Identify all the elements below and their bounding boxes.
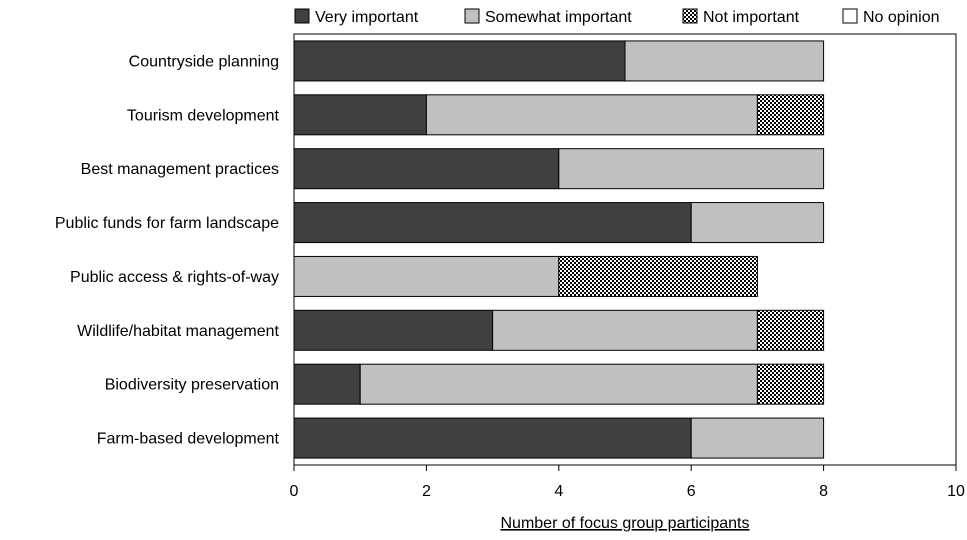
legend-label-somewhat-important: Somewhat important [485, 9, 632, 26]
legend-swatch-no-opinion [842, 8, 858, 24]
bar-public-funds-for-farm-landscape-very-important [293, 202, 692, 244]
legend-swatch-somewhat-important [464, 8, 480, 24]
bar-biodiversity-preservation-somewhat-important [359, 363, 758, 405]
bar-wildlife-habitat-management-very-important [293, 309, 494, 351]
bar-countryside-planning-very-important [293, 40, 626, 82]
legend-swatch-not-important [682, 8, 698, 24]
legend-label-not-important: Not important [703, 9, 800, 26]
bar-farm-based-development-very-important [293, 417, 692, 459]
x-tick-label: 4 [554, 483, 563, 500]
bar-biodiversity-preservation-very-important [293, 363, 361, 405]
bar-farm-based-development-somewhat-important [690, 417, 825, 459]
bar-tourism-development-somewhat-important [425, 94, 758, 136]
bar-public-funds-for-farm-landscape-somewhat-important [690, 202, 825, 244]
bar-best-management-practices-somewhat-important [558, 148, 825, 190]
bar-tourism-development-very-important [293, 94, 427, 136]
legend: Very important Somewhat important Not impo… [294, 8, 940, 26]
bar-public-access-rights-of-way-not-important [558, 255, 758, 297]
x-tick-label: 6 [687, 483, 696, 500]
bar-best-management-practices-very-important [293, 148, 560, 190]
x-tick-label: 0 [290, 483, 299, 500]
category-label: Tourism development [127, 107, 280, 124]
plot-area [293, 33, 957, 466]
category-label: Wildlife/habitat management [77, 323, 279, 340]
bar-biodiversity-preservation-not-important [756, 363, 825, 405]
legend-label-no-opinion: No opinion [863, 9, 940, 26]
category-label: Public access & rights-of-way [70, 269, 279, 286]
x-tick-label: 10 [947, 483, 965, 500]
category-labels: Countryside planning Tourism development B… [55, 53, 280, 447]
category-label: Public funds for farm landscape [55, 215, 279, 232]
legend-swatch-very-important [294, 8, 310, 24]
category-label: Biodiversity preservation [105, 377, 279, 394]
bar-public-access-rights-of-way-somewhat-important [293, 255, 560, 297]
bar-wildlife-habitat-management-not-important [756, 309, 825, 351]
bar-wildlife-habitat-management-somewhat-important [492, 309, 758, 351]
bar-countryside-planning-somewhat-important [624, 40, 825, 82]
category-label: Countryside planning [129, 53, 279, 70]
x-axis-title: Number of focus group participants [500, 515, 749, 532]
x-axis-ticks: 0 2 4 6 8 10 [290, 465, 965, 500]
category-label: Best management practices [81, 161, 279, 178]
x-tick-label: 2 [422, 483, 431, 500]
bars [293, 40, 825, 459]
x-tick-label: 8 [819, 483, 828, 500]
category-label: Farm-based development [97, 431, 280, 448]
legend-label-very-important: Very important [315, 9, 419, 26]
bar-tourism-development-not-important [756, 94, 825, 136]
